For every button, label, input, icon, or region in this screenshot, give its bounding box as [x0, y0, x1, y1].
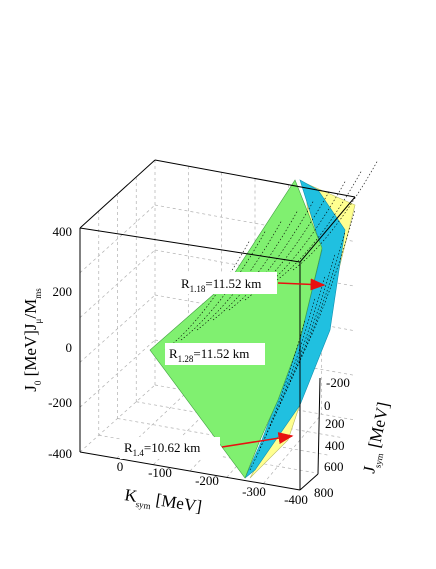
surface-contours: [164, 159, 379, 471]
annotation-r118: R1.18=11.52 km: [177, 272, 326, 294]
annotation-r128-text: =11.52 km: [193, 346, 249, 361]
y-tick-label: -200: [326, 375, 350, 390]
y-title-sub: sym: [372, 452, 385, 469]
svg-text:R1.18=11.52 km: R1.18=11.52 km: [181, 276, 261, 294]
x-tick-label: -300: [242, 484, 266, 499]
x-axis-title: Ksym [MeV]: [123, 485, 203, 519]
svg-text:J0 [MeV]Jμ/Mms: J0 [MeV]Jμ/Mms: [21, 288, 43, 392]
z-title-rest: [MeV]: [21, 330, 40, 381]
z-tick-label: 0: [66, 340, 73, 355]
svg-text:R1.4=10.62 km: R1.4=10.62 km: [124, 440, 200, 458]
grid-line: [154, 339, 356, 376]
contour-line: [292, 159, 379, 271]
y-axis-title: Jsym [MeV]: [359, 400, 396, 475]
x-title-sub: sym: [135, 499, 151, 511]
y-title-main: J: [359, 464, 379, 475]
grid-line: [79, 339, 156, 408]
annotations: R1.18=11.52 km R1.28=11.52 km R1.4=10.62…: [120, 272, 326, 459]
y-tick-label: 600: [324, 459, 344, 474]
x-tick-label: -400: [284, 492, 308, 507]
contour-line: [180, 229, 267, 341]
surface-green: [149, 179, 323, 479]
annotation-r128: R1.28=11.52 km: [165, 343, 265, 365]
annotation-r14-text: =10.62 km: [144, 440, 200, 455]
z-tick-label: -400: [48, 446, 72, 461]
annotation-r118-arrow: [277, 278, 326, 291]
annotation-r118-main: R: [181, 276, 190, 291]
annotation-r128-main: R: [169, 346, 178, 361]
grid-line: [116, 390, 189, 459]
y-tick-label: 400: [325, 438, 345, 453]
contour-line: [164, 239, 251, 351]
z-axis-title: J0 [MeV]Jμ/Mms: [21, 288, 43, 392]
z-title-suffix-sub: μ: [33, 318, 43, 323]
y-title-rest: [MeV]: [364, 400, 393, 453]
z-tick-label: 200: [53, 284, 73, 299]
surface-layer: [149, 179, 356, 479]
svg-text:Ksym [MeV]: Ksym [MeV]: [123, 485, 203, 519]
z-tick-label: 400: [53, 224, 73, 239]
z-title-suffix: J: [21, 323, 40, 330]
annotation-r14: R1.4=10.62 km: [120, 432, 294, 459]
annotation-r118-sub: 1.18: [190, 284, 206, 294]
contour-line: [196, 219, 283, 331]
y-tick-label: 0: [324, 398, 331, 413]
annotation-r118-text: =11.52 km: [205, 276, 261, 291]
grid-line: [79, 249, 156, 318]
y-tick-label: 200: [325, 416, 345, 431]
z-title-sub: 0: [33, 380, 43, 385]
contour-line: [212, 209, 299, 321]
y-tick-label: 800: [314, 485, 334, 500]
x-title-rest: [MeV]: [150, 489, 203, 516]
z-tick-label: -200: [48, 395, 72, 410]
annotation-r14-main: R: [124, 440, 133, 455]
z-title-main: J: [21, 385, 40, 392]
annotation-r128-sub: 1.28: [178, 354, 194, 364]
x-tick-label: 0: [117, 459, 124, 474]
annotation-r14-sub: 1.4: [133, 448, 145, 458]
x-tick-label: -100: [148, 465, 172, 480]
axis-box: [79, 159, 356, 491]
x-tick-label: -200: [195, 473, 219, 488]
contour-line: [228, 199, 315, 311]
tick-labels: 400 200 0 -200 -400 0 -100 -200 -300 -40…: [48, 224, 350, 507]
z-title-tail: /M: [21, 299, 40, 319]
svg-text:Jsym [MeV]: Jsym [MeV]: [359, 400, 396, 475]
svg-text:R1.28=11.52 km: R1.28=11.52 km: [169, 346, 249, 364]
annotation-r14-arrow: [221, 432, 294, 448]
x-title-main: K: [123, 485, 139, 506]
z-title-tail-sub: ms: [33, 288, 43, 299]
contour-line: [276, 169, 363, 281]
